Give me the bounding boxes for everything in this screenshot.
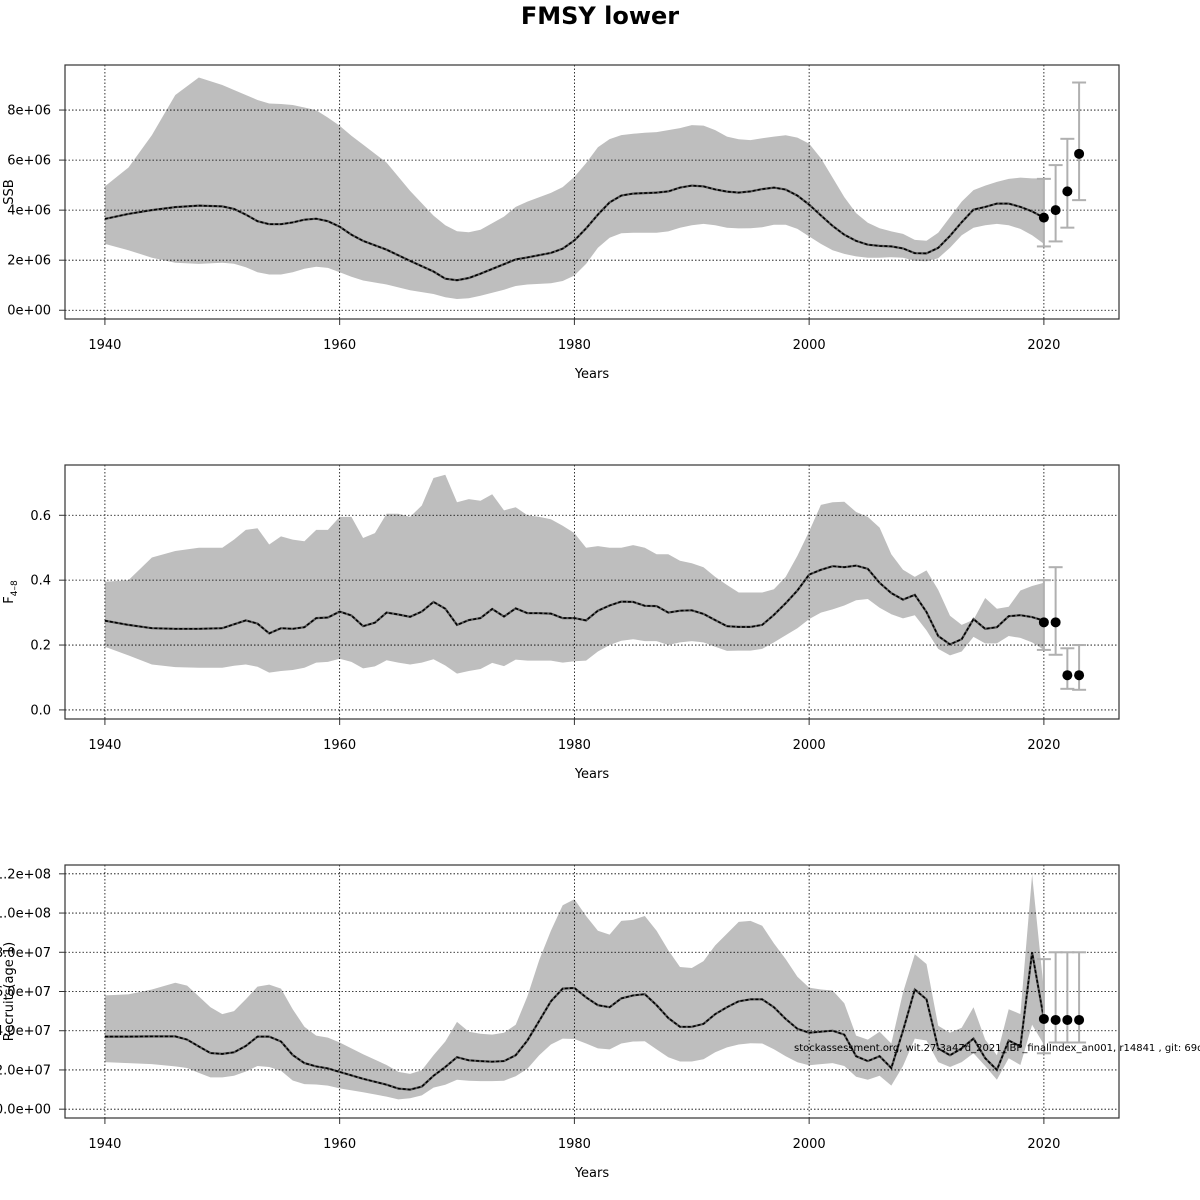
y-tick-label: 0.0 [30, 703, 51, 718]
y-tick-label: 1.2e+08 [0, 867, 51, 882]
forecast-point [1038, 1013, 1049, 1024]
y-tick-label: 6.0e+07 [0, 985, 51, 1000]
forecast-point [1038, 617, 1049, 628]
forecast-point [1050, 617, 1061, 628]
x-tick-label: 1980 [558, 738, 591, 753]
y-axis-label: Recruits(age 1) [2, 942, 17, 1041]
forecast-point [1062, 670, 1073, 681]
x-tick-label: 1940 [88, 738, 121, 753]
x-tick-label: 1940 [88, 1137, 121, 1152]
y-axis-label: SSB [2, 179, 17, 204]
forecast-point [1050, 1014, 1061, 1025]
forecast-point [1062, 186, 1073, 197]
chart-title: FMSY lower [520, 2, 680, 30]
x-axis-label: Years [574, 367, 610, 382]
x-tick-label: 1960 [323, 738, 356, 753]
forecast-point [1074, 1014, 1085, 1025]
forecast-point [1074, 670, 1085, 681]
x-tick-label: 2020 [1027, 1137, 1060, 1152]
x-tick-label: 2000 [793, 338, 826, 353]
y-tick-label: 0.2 [30, 639, 51, 654]
y-tick-label: 8.0e+07 [0, 946, 51, 961]
y-tick-label: 1.0e+08 [0, 907, 51, 922]
forecast-point [1074, 148, 1085, 159]
forecast-point [1062, 1014, 1073, 1025]
x-tick-label: 1980 [558, 338, 591, 353]
plot-frame [64, 464, 1120, 720]
x-tick-label: 1960 [323, 338, 356, 353]
x-tick-label: 1980 [558, 1137, 591, 1152]
y-tick-label: 0.4 [30, 574, 51, 589]
y-tick-label: 8e+06 [7, 104, 51, 119]
y-tick-label: 6e+06 [7, 154, 51, 169]
x-tick-label: 2000 [793, 1137, 826, 1152]
x-tick-label: 2020 [1027, 738, 1060, 753]
x-tick-label: 2000 [793, 738, 826, 753]
x-tick-label: 2020 [1027, 338, 1060, 353]
x-axis-label: Years [574, 1166, 610, 1181]
x-tick-label: 1960 [323, 1137, 356, 1152]
y-tick-label: 2.0e+07 [0, 1063, 51, 1078]
estimate-line-dashed [104, 184, 1045, 282]
recruitment-panel: 1940 1960 1980 2000 2020 0.0e+00 2.0e+07 4.0e+0… [0, 864, 1120, 1181]
estimate-line-dashed [104, 564, 1045, 646]
x-axis-label: Years [574, 767, 610, 782]
estimate-line-dashed [104, 952, 1045, 1091]
y-axis-label-subscript: 4–8 [10, 580, 20, 596]
credit-text: stockassessment.org, wit.27.3a47d_2021_I… [794, 1043, 1200, 1054]
y-axis-label: F4–8 [2, 580, 20, 604]
fishing-mortality-panel: 1940 1960 1980 2000 2020 0.0 0.2 0.4 0.6 Years F4–… [2, 464, 1120, 782]
plot-frame [64, 64, 1120, 320]
ssb-panel: 1940 1960 1980 2000 2020 0e+00 2e+06 4e+06 6e+06… [2, 64, 1120, 382]
y-tick-label: 4e+06 [7, 204, 51, 219]
y-tick-label: 2e+06 [7, 254, 51, 269]
y-tick-label: 0.6 [30, 509, 51, 524]
forecast-point [1050, 205, 1061, 216]
y-tick-label: 0.0e+00 [0, 1103, 51, 1118]
y-tick-label: 4.0e+07 [0, 1024, 51, 1039]
forecast-point [1038, 212, 1049, 223]
x-tick-label: 1940 [88, 338, 121, 353]
y-tick-label: 0e+00 [7, 304, 51, 319]
